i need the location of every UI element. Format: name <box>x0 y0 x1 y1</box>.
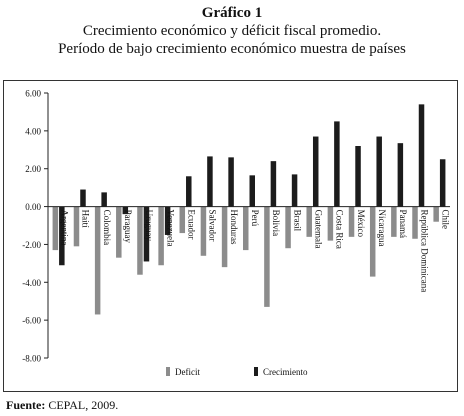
crecimiento-bar <box>143 206 150 262</box>
crecimiento-bar <box>397 143 404 207</box>
y-tick-label: 4.00 <box>25 126 41 136</box>
chart-subtitle: Período de bajo crecimiento económico mu… <box>58 41 406 57</box>
deficit-bar <box>264 206 270 307</box>
deficit-bar <box>285 206 291 249</box>
x-category-label: Costa Rica <box>335 210 345 249</box>
crecimiento-bar <box>270 161 277 207</box>
x-category-label: República Dominicana <box>419 210 429 293</box>
x-category-label: Nicaragua <box>377 210 387 247</box>
deficit-bar <box>116 206 122 258</box>
deficit-bar <box>73 206 80 247</box>
x-category-label: Salvador <box>208 210 218 242</box>
y-tick-label: 0.00 <box>25 202 41 212</box>
x-category-label: Bolivia <box>271 210 281 237</box>
deficit-bar <box>158 206 164 266</box>
deficit-bar <box>369 206 376 277</box>
deficit-bar <box>306 206 312 237</box>
crecimiento-bar <box>122 206 129 215</box>
x-category-label: Guatemala <box>313 210 323 249</box>
x-category-label: Uruguay <box>144 210 154 242</box>
crecimiento-bar <box>164 206 171 235</box>
source-text: CEPAL, 2009. <box>48 398 119 412</box>
y-tick-label: -8.00 <box>22 354 41 364</box>
deficit-bar <box>348 206 355 237</box>
x-category-label: Honduras <box>229 210 239 245</box>
x-category-label: Haití <box>81 210 91 228</box>
x-category-label: Venezuela <box>165 210 175 247</box>
legend-swatch-deficit <box>166 367 170 376</box>
chart-title-block: Gráfico 1 Crecimiento económico y défici… <box>0 4 464 58</box>
x-category-label: Colombia <box>102 210 112 246</box>
bar-chart: 6.00 4.00 2.00 0.00 -2.00 -4.00 -6.00 -8.00 Arge… <box>22 89 450 378</box>
deficit-bar <box>327 206 334 241</box>
deficit-bar <box>433 206 439 222</box>
legend-swatch-crecimiento <box>254 367 258 376</box>
crecimiento-bar <box>376 136 382 207</box>
chart-number: Gráfico 1 <box>201 5 263 21</box>
chart-title: Crecimiento económico y déficit fiscal p… <box>82 23 382 39</box>
y-tick-label: -6.00 <box>22 316 41 326</box>
deficit-bar <box>137 206 143 275</box>
crecimiento-bar <box>418 104 425 207</box>
deficit-bar <box>179 206 186 234</box>
x-category-label: Argentina <box>60 210 70 246</box>
chart-frame: 6.00 4.00 2.00 0.00 -2.00 -4.00 -6.00 -8.00 Arge… <box>3 80 458 392</box>
y-tick-label: -4.00 <box>22 278 41 288</box>
x-category-label: México <box>356 210 366 238</box>
crecimiento-bar <box>207 156 213 207</box>
legend-label-deficit: Deficit <box>175 367 200 377</box>
y-tick-label: -2.00 <box>22 240 41 250</box>
crecimiento-bar <box>228 157 234 207</box>
deficit-bar <box>52 206 59 251</box>
deficit-bar <box>412 206 418 239</box>
x-category-label: Brasil <box>292 210 302 232</box>
x-category-label: Paraguay <box>123 210 133 244</box>
x-category-label: Ecuador <box>187 210 197 240</box>
crecimiento-bar <box>312 136 319 207</box>
crecimiento-bar <box>101 192 107 207</box>
x-category-label: Perú <box>250 210 260 227</box>
crecimiento-bar <box>439 159 446 207</box>
x-category-label: Panamá <box>398 210 408 239</box>
x-category-label: Chile <box>440 210 450 230</box>
deficit-bar <box>94 206 101 315</box>
source-label: Fuente: <box>6 398 46 412</box>
legend-label-crecimiento: Crecimiento <box>263 367 308 377</box>
y-tick-label: 6.00 <box>25 89 41 99</box>
crecimiento-bar <box>186 176 192 207</box>
crecimiento-bar <box>80 189 86 207</box>
source-note: Fuente: CEPAL, 2009. <box>6 398 118 413</box>
deficit-bar <box>243 206 249 251</box>
crecimiento-bar <box>355 146 361 207</box>
y-tick-label: 2.00 <box>25 164 41 174</box>
crecimiento-bar <box>334 121 340 207</box>
crecimiento-bar <box>291 174 298 207</box>
deficit-bar <box>391 206 397 237</box>
crecimiento-bar <box>249 175 255 207</box>
deficit-bar <box>200 206 207 256</box>
crecimiento-bar <box>59 206 65 266</box>
deficit-bar <box>221 206 228 268</box>
